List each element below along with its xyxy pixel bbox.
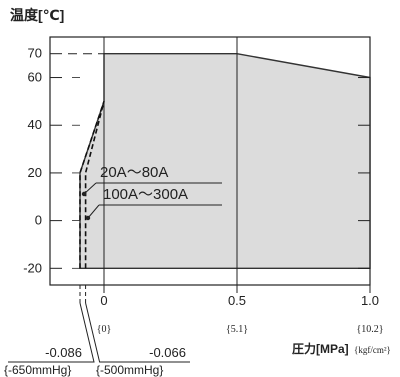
y-tick-label: 0: [35, 213, 42, 228]
x-tick-label: 0.5: [228, 293, 246, 308]
series-label-leader: [83, 182, 97, 195]
y-tick-label: 60: [28, 70, 42, 85]
grid: [50, 37, 371, 285]
x-tick-sublabel: {10.2}: [356, 324, 383, 335]
y-tick-label: -20: [23, 260, 42, 275]
series-label-arrowhead: [81, 191, 87, 197]
x-tick-sublabel: {5.1}: [226, 324, 248, 335]
y-tick-label: 70: [28, 46, 42, 61]
y-axis-ticks: 70 60 40 20 0 -20: [23, 46, 42, 276]
y-axis-label: 温度[℃]: [10, 7, 64, 23]
x-axis-label-unit: {kgf/cm²}: [354, 345, 391, 355]
y-tick-label: 40: [28, 117, 42, 132]
x-axis-label: 圧力[MPa] {kgf/cm²}: [292, 341, 391, 356]
annotation-leader-left: [8, 302, 95, 363]
x-axis-ticks: 0 {0} 0.5 {5.1} 1.0 {10.2}: [97, 285, 384, 335]
annotation-value-left: -0.086: [45, 345, 82, 360]
series-lines: [79, 101, 105, 269]
x-tick-label: 1.0: [361, 293, 379, 308]
annotation-leader-right: [85, 302, 190, 363]
x-axis-label-text: 圧力[MPa]: [292, 341, 349, 356]
y-tick-label: 20: [28, 165, 42, 180]
annotation-sub-left: {-650mmHg}: [4, 363, 71, 377]
series-line-0: [79, 101, 105, 269]
boundary-annotations: -0.086 {-650mmHg} -0.066 {-500mmHg}: [4, 285, 190, 377]
x-tick-label: 0: [100, 293, 107, 308]
series-label-1: 100A〜300A: [103, 186, 188, 203]
x-tick-sublabel: {0}: [97, 324, 112, 335]
series-label-leader: [87, 204, 100, 219]
series-label-arrowhead: [85, 215, 91, 221]
series-labels: 20A〜80A 100A〜300A: [81, 164, 222, 221]
series-label-0: 20A〜80A: [100, 164, 168, 181]
annotation-sub-right: {-500mmHg}: [96, 363, 163, 377]
annotation-value-right: -0.066: [149, 345, 186, 360]
operating-region: [79, 53, 371, 269]
series-line-1: [84, 101, 105, 269]
